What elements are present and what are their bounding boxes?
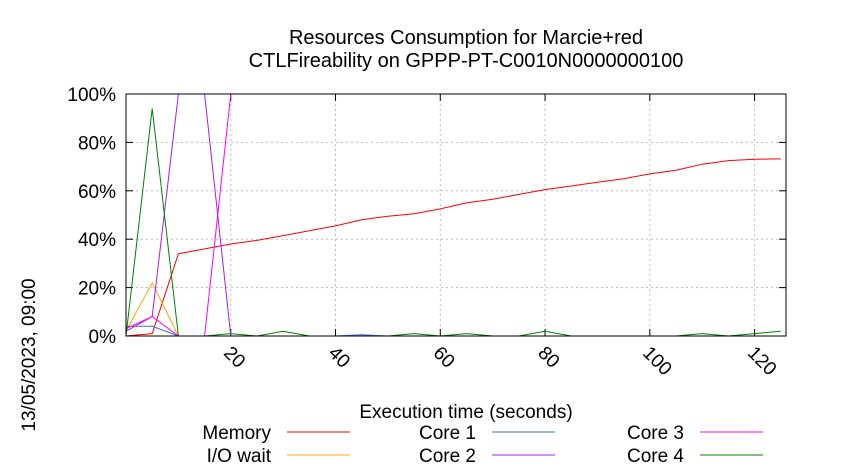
grid-lines xyxy=(126,94,786,336)
date-side-label: 13/05/2023, 09:00 xyxy=(19,278,40,431)
x-tick-label: 120 xyxy=(743,343,780,380)
legend-label-core-4: Core 4 xyxy=(627,446,684,467)
y-tick-label: 80% xyxy=(78,133,116,154)
series-memory-line xyxy=(125,158,781,337)
y-axis-ticks: 0% 20% 40% 60% 80% 100% xyxy=(67,85,786,348)
x-tick-label: 40 xyxy=(324,343,354,373)
chart-subtitle: CTLFireability on GPPP-PT-C0010N00000001… xyxy=(249,50,684,72)
x-tick-label: 100 xyxy=(638,343,675,380)
legend-label-core-1: Core 1 xyxy=(419,423,476,444)
y-tick-label: 100% xyxy=(67,85,116,106)
legend-label-core-3: Core 3 xyxy=(627,423,684,444)
y-tick-label: 20% xyxy=(78,279,116,300)
y-tick-label: 40% xyxy=(78,230,116,251)
x-tick-label: 60 xyxy=(429,343,459,373)
x-tick-label: 20 xyxy=(219,343,249,373)
series-lines xyxy=(125,93,781,337)
series-core-3-line xyxy=(125,93,781,337)
y-tick-label: 0% xyxy=(89,327,117,348)
series-core-2-line xyxy=(125,93,781,337)
series-i-o-wait-line xyxy=(125,281,179,337)
x-axis-ticks: 20 40 60 80 100 120 xyxy=(219,94,780,380)
x-axis-label: Execution time (seconds) xyxy=(359,402,572,423)
legend-label-memory: Memory xyxy=(202,423,271,444)
legend-label-core-2: Core 2 xyxy=(419,446,476,467)
y-tick-label: 60% xyxy=(78,182,116,203)
chart-title: Resources Consumption for Marcie+red xyxy=(289,27,643,49)
x-tick-label: 80 xyxy=(534,343,564,373)
legend-label-i-o-wait: I/O wait xyxy=(207,446,272,467)
plot-frame xyxy=(125,93,787,337)
